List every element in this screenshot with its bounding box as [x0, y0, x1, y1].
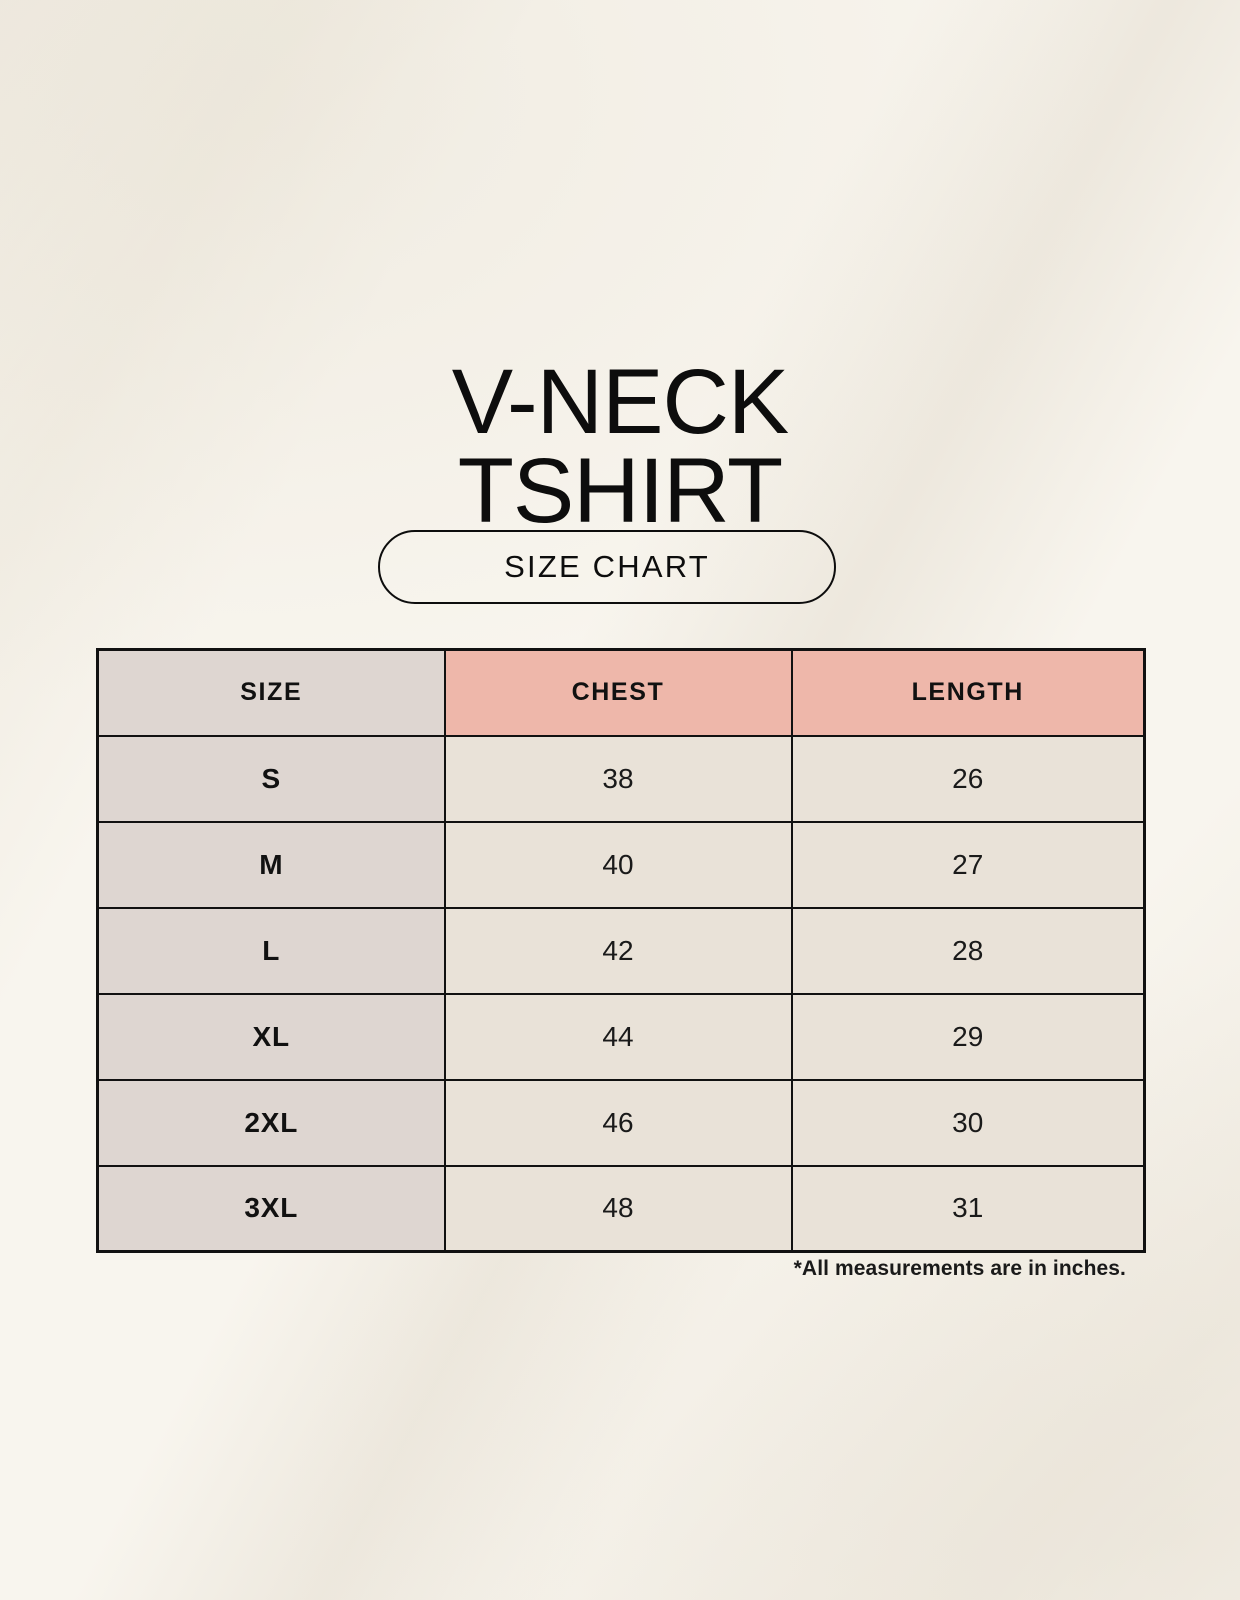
- table-header-row: SIZE CHEST LENGTH: [96, 648, 1146, 737]
- cell-size: S: [96, 734, 446, 823]
- cell-length: 30: [790, 1078, 1146, 1167]
- table-body: S 38 26 M 40 27 L 42 28 XL 44 29 2XL 46: [96, 734, 1146, 1253]
- table-row: L 42 28: [96, 906, 1146, 995]
- cell-chest: 40: [443, 820, 793, 909]
- cell-length: 31: [790, 1164, 1146, 1253]
- column-header-chest: CHEST: [443, 648, 793, 737]
- column-header-size: SIZE: [96, 648, 446, 737]
- cell-chest: 42: [443, 906, 793, 995]
- cell-chest: 46: [443, 1078, 793, 1167]
- cell-length: 28: [790, 906, 1146, 995]
- cell-length: 26: [790, 734, 1146, 823]
- measurement-units-note: *All measurements are in inches.: [793, 1257, 1126, 1280]
- cell-size: XL: [96, 992, 446, 1081]
- size-chart-badge: SIZE CHART: [378, 530, 836, 604]
- page-title: V-NECK TSHIRT: [0, 350, 1240, 542]
- cell-size: M: [96, 820, 446, 909]
- page-title-line-1: V-NECK: [451, 350, 790, 453]
- size-chart-table: SIZE CHEST LENGTH S 38 26 M 40 27 L 42 2…: [96, 648, 1146, 1253]
- table-row: 3XL 48 31: [96, 1164, 1146, 1253]
- table-header: SIZE CHEST LENGTH: [96, 648, 1146, 737]
- cell-chest: 48: [443, 1164, 793, 1253]
- page-title-line-2: TSHIRT: [457, 439, 784, 542]
- table-row: M 40 27: [96, 820, 1146, 909]
- cell-size: L: [96, 906, 446, 995]
- cell-length: 27: [790, 820, 1146, 909]
- table-row: 2XL 46 30: [96, 1078, 1146, 1167]
- cell-size: 2XL: [96, 1078, 446, 1167]
- cell-chest: 44: [443, 992, 793, 1081]
- cell-length: 29: [790, 992, 1146, 1081]
- table-row: S 38 26: [96, 734, 1146, 823]
- cell-chest: 38: [443, 734, 793, 823]
- column-header-length: LENGTH: [790, 648, 1146, 737]
- cell-size: 3XL: [96, 1164, 446, 1253]
- size-chart-badge-label: SIZE CHART: [504, 549, 710, 584]
- table-row: XL 44 29: [96, 992, 1146, 1081]
